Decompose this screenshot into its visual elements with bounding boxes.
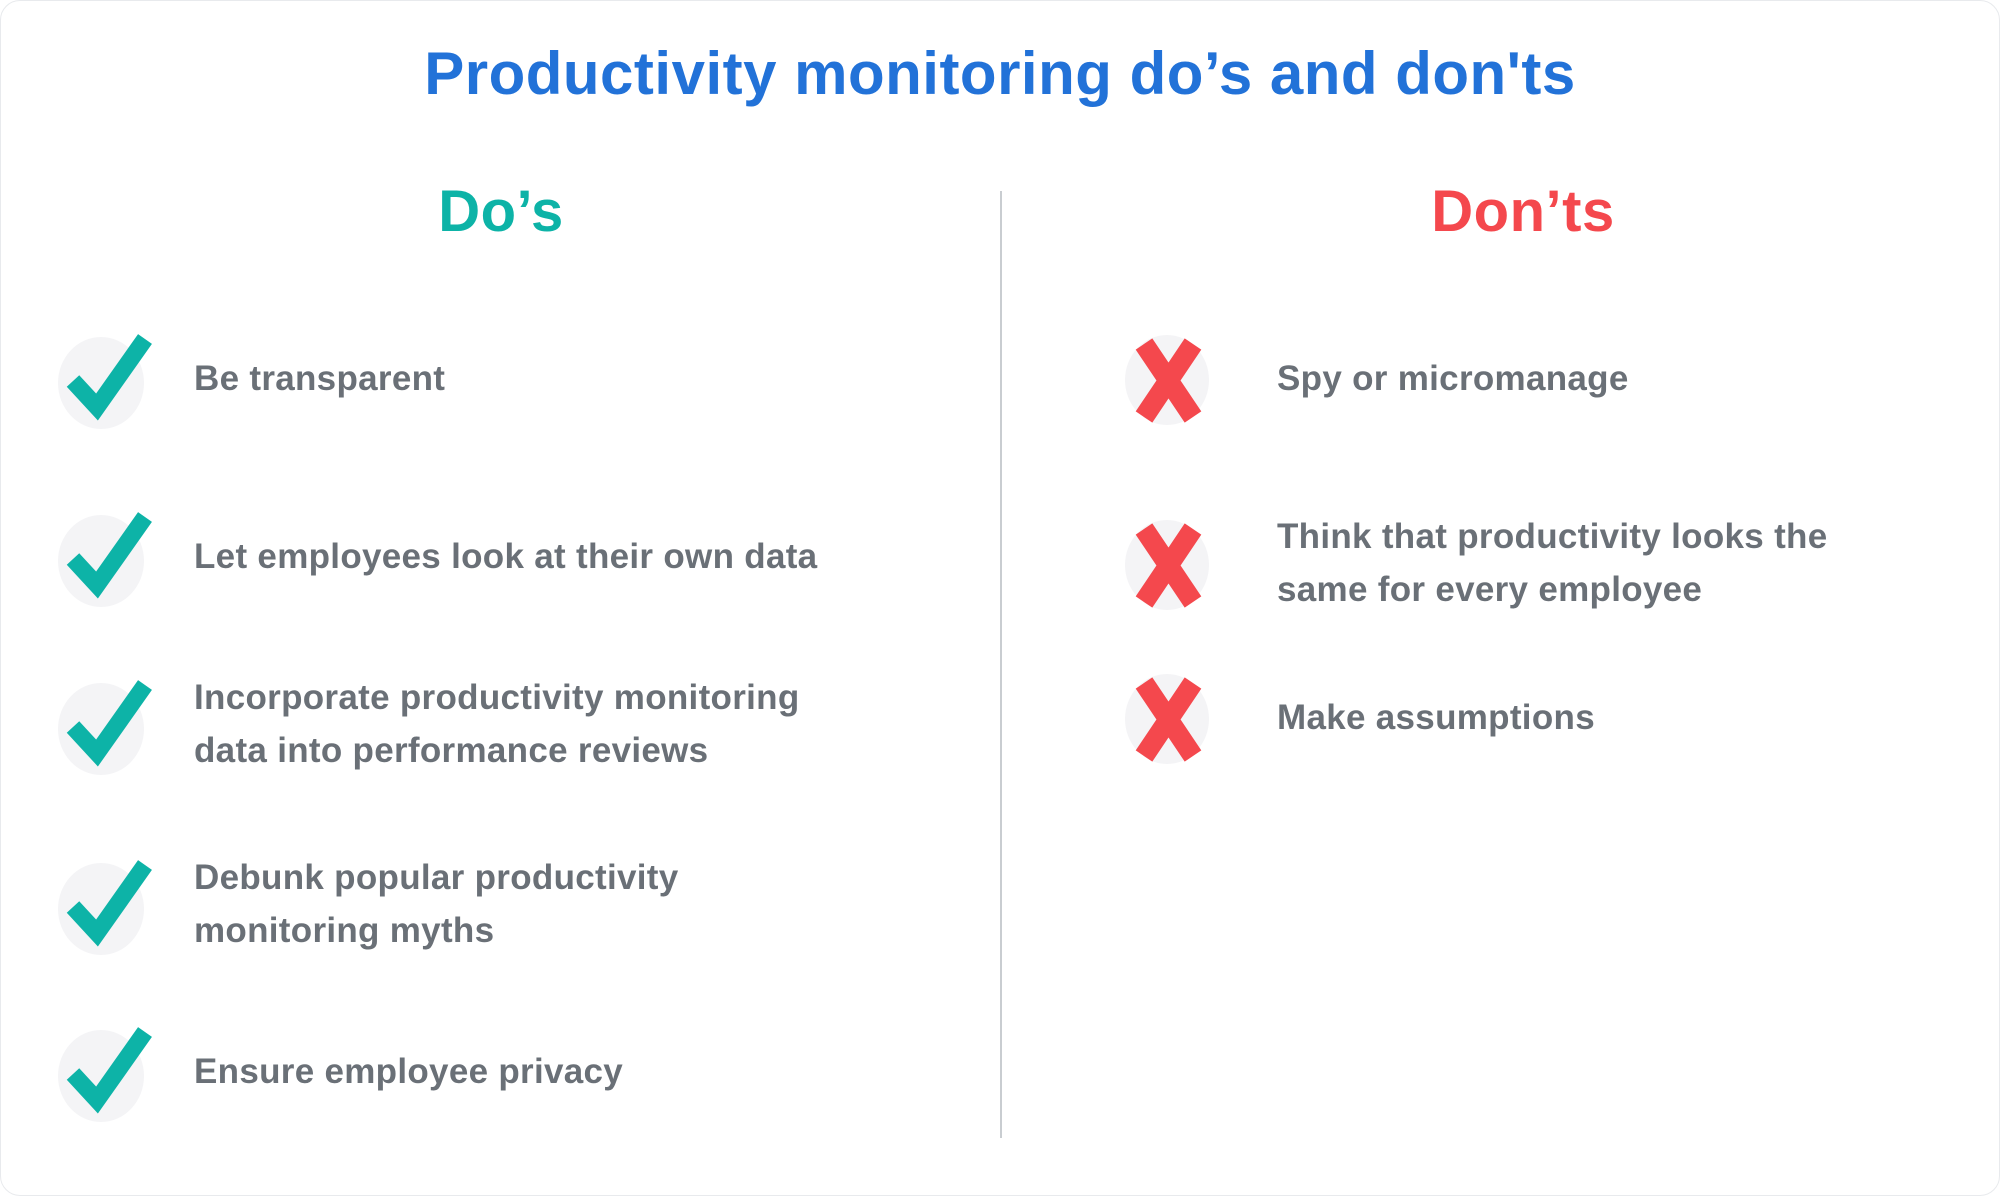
page-title: Productivity monitoring do’s and don'ts (424, 40, 1576, 107)
dos-column-heading: Do’s (438, 179, 564, 244)
cross-icon (1119, 330, 1215, 426)
cross-icon (1119, 669, 1215, 765)
list-item-label: Be transparent (194, 358, 446, 398)
list-item-label: Think that productivity looks the same f… (1277, 517, 1828, 609)
list-item: Think that productivity looks the same f… (1119, 510, 1828, 616)
list-item-label: Incorporate productivity monitoring data… (194, 678, 800, 770)
check-icon (56, 330, 152, 429)
cross-icon (1119, 515, 1215, 611)
list-item-label: Debunk popular productivity monitoring m… (194, 858, 679, 950)
list-item-label: Make assumptions (1277, 697, 1595, 737)
list-item-label: Let employees look at their own data (194, 536, 818, 576)
list-item: Ensure employee privacy (56, 1023, 624, 1122)
check-icon (56, 1023, 152, 1122)
list-item: Be transparent (56, 330, 446, 429)
list-item: Incorporate productivity monitoring data… (56, 671, 800, 777)
list-item-label: Spy or micromanage (1277, 358, 1629, 398)
list-item-label: Ensure employee privacy (194, 1051, 624, 1091)
donts-column-heading: Don’ts (1431, 179, 1615, 244)
check-icon (56, 508, 152, 607)
column-divider (1000, 191, 1002, 1138)
check-icon (56, 676, 152, 775)
list-item: Let employees look at their own data (56, 508, 818, 607)
list-item: Debunk popular productivity monitoring m… (56, 851, 679, 957)
list-item: Make assumptions (1119, 669, 1595, 765)
check-icon (56, 856, 152, 955)
list-item: Spy or micromanage (1119, 330, 1629, 426)
